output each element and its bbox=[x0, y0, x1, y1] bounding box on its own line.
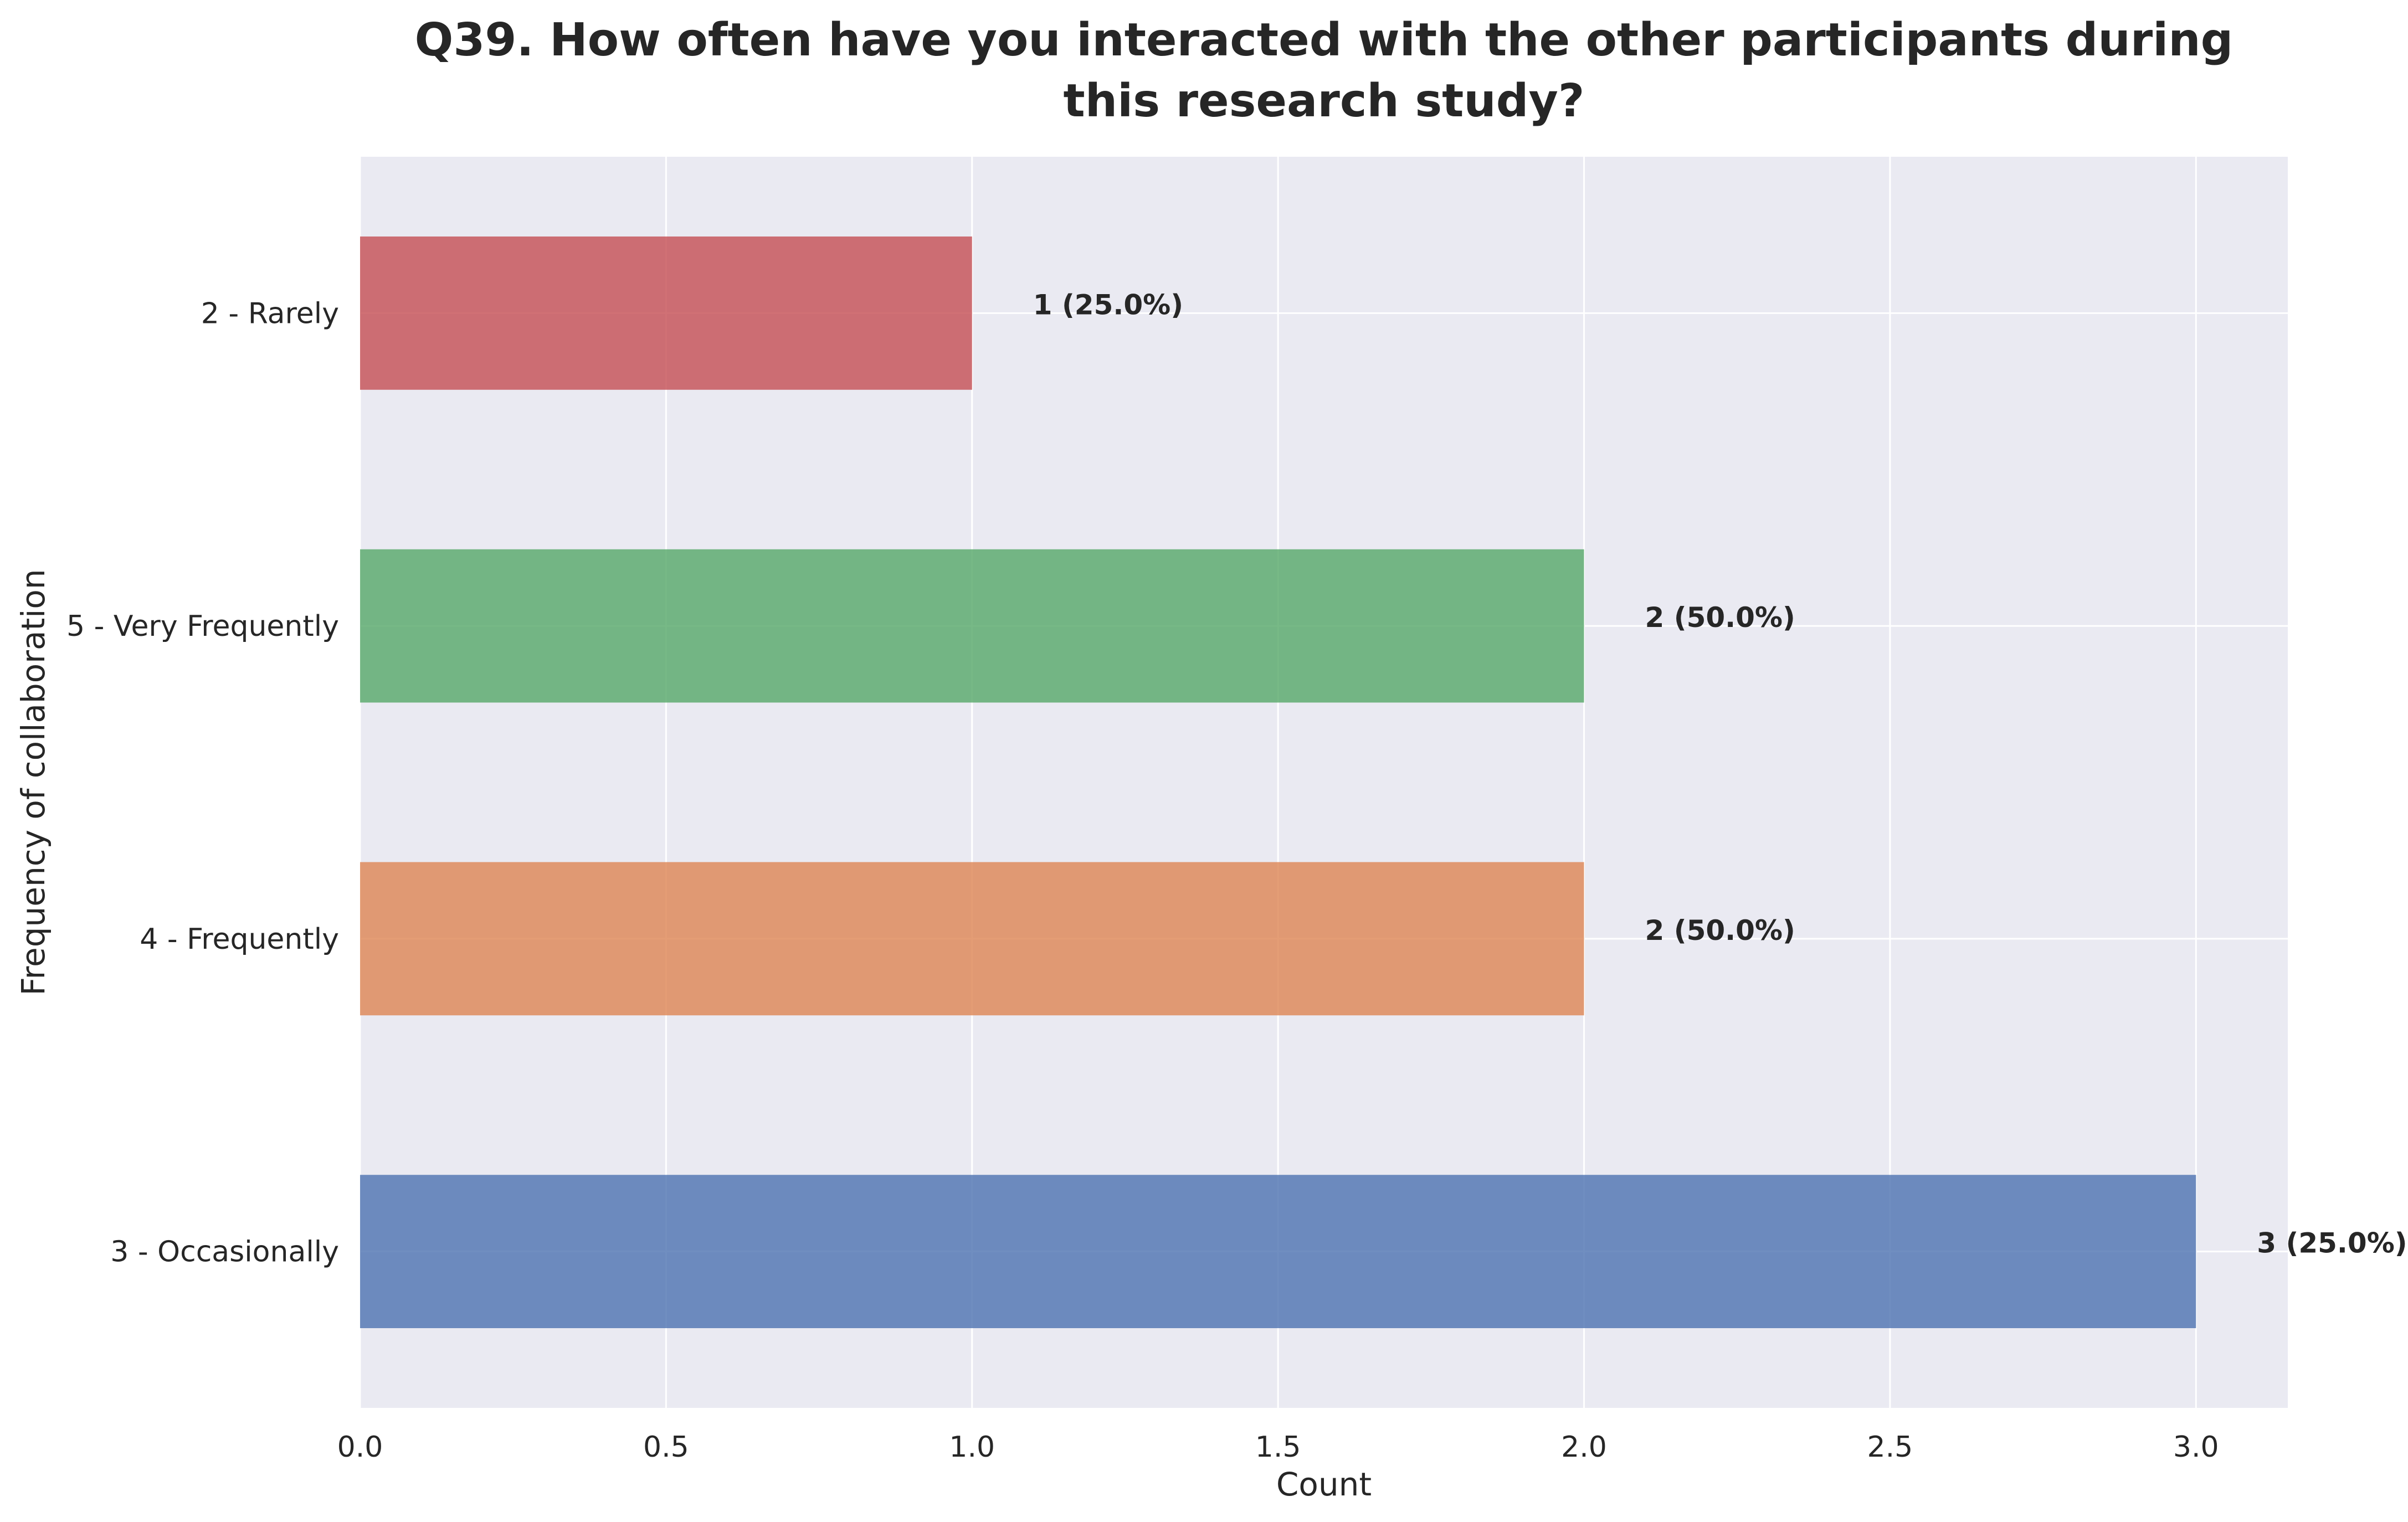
bar bbox=[360, 549, 1584, 703]
x-axis-label: Count bbox=[1276, 1466, 1372, 1503]
y-tick-label: 4 - Frequently bbox=[140, 923, 339, 956]
bar bbox=[360, 862, 1584, 1016]
y-tick-label: 2 - Rarely bbox=[201, 297, 339, 330]
x-tick-label: 2.5 bbox=[1867, 1431, 1913, 1464]
data-label: 2 (50.0%) bbox=[1645, 601, 1795, 634]
data-label: 1 (25.0%) bbox=[1033, 289, 1183, 321]
y-tick-label: 3 - Occasionally bbox=[110, 1236, 339, 1269]
x-tick-label: 3.0 bbox=[2173, 1431, 2219, 1464]
data-label: 3 (25.0%) bbox=[2257, 1227, 2407, 1259]
y-axis-label: Frequency of collaboration bbox=[14, 569, 52, 995]
data-labels: 1 (25.0%) 2 (50.0%) 2 (50.0%) 3 (25.0%) bbox=[1033, 289, 2407, 1259]
x-tick-labels: 0.0 0.5 1.0 1.5 2.0 2.5 3.0 bbox=[337, 1431, 2219, 1464]
chart-title-line: Q39. How often have you interacted with … bbox=[415, 14, 2234, 66]
y-tick-label: 5 - Very Frequently bbox=[66, 610, 339, 643]
bar bbox=[360, 236, 972, 390]
x-tick-label: 2.0 bbox=[1561, 1431, 1607, 1464]
x-tick-label: 1.5 bbox=[1255, 1431, 1301, 1464]
chart-title: Q39. How often have you interacted with … bbox=[415, 14, 2234, 127]
bar bbox=[360, 1175, 2196, 1328]
chart-title-line: this research study? bbox=[1064, 75, 1585, 127]
x-tick-label: 0.0 bbox=[337, 1431, 383, 1464]
bars bbox=[360, 236, 2196, 1328]
x-tick-label: 1.0 bbox=[949, 1431, 995, 1464]
x-tick-label: 0.5 bbox=[643, 1431, 689, 1464]
data-label: 2 (50.0%) bbox=[1645, 914, 1795, 947]
y-tick-labels: 2 - Rarely 5 - Very Frequently 4 - Frequen… bbox=[66, 297, 339, 1268]
